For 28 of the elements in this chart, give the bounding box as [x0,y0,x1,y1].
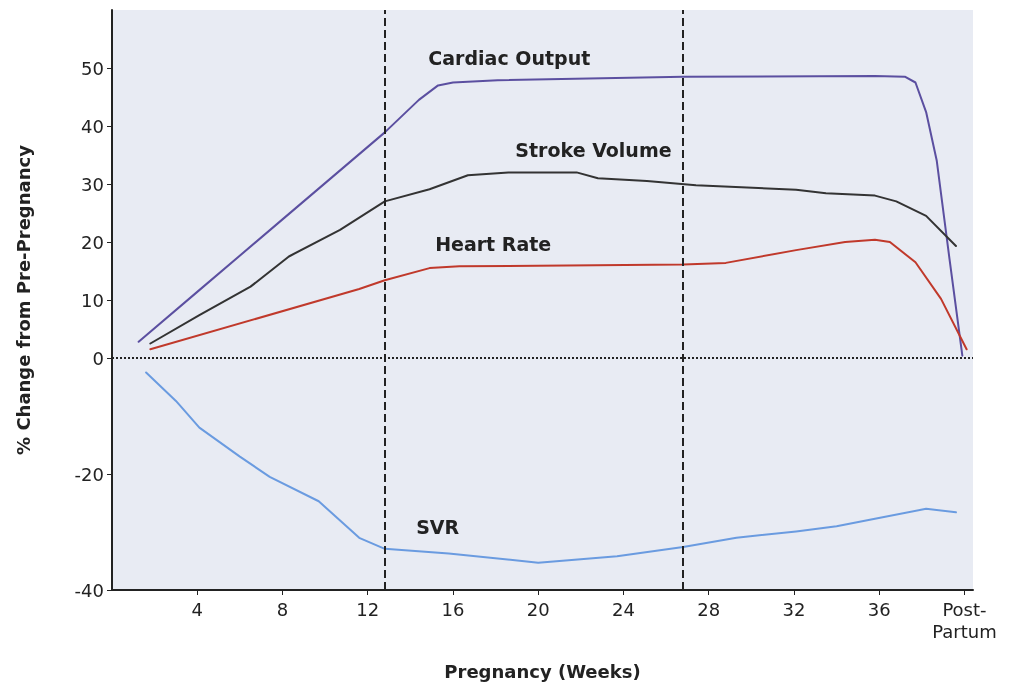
series-label: Stroke Volume [515,139,672,162]
x-axis-title: Pregnancy (Weeks) [444,660,641,682]
y-tick-label: 10 [81,289,104,311]
line-series [149,238,968,351]
x-tick-label: 4 [191,598,203,620]
x-tick-label: 24 [612,598,635,620]
series-label: SVR [416,515,460,538]
line-series [145,371,957,564]
series-label: Heart Rate [435,233,552,256]
y-tick-label: 0 [92,347,104,369]
x-tick-label: 16 [441,598,465,620]
y-tick-label: -20 [74,463,104,485]
y-tick-label: 30 [81,173,104,195]
x-tick-label: 8 [276,598,289,620]
y-tick-label: 40 [81,115,104,137]
x-tick-label: 28 [697,598,721,620]
x-tick-label: Post-Partum [932,598,997,642]
x-tick-label: 20 [526,598,550,620]
x-tick-label: 32 [782,598,806,620]
series-label: Cardiac Output [428,47,591,70]
x-tick-label: 12 [356,598,380,620]
y-tick-label: 20 [81,231,104,253]
line-series [149,171,957,345]
y-axis-title: % Change from Pre-Pregnancy [12,144,34,455]
x-tick-label: 36 [867,598,891,620]
line-series [137,75,964,357]
y-tick-label: -40 [74,579,104,601]
y-tick-label: 50 [81,57,104,79]
